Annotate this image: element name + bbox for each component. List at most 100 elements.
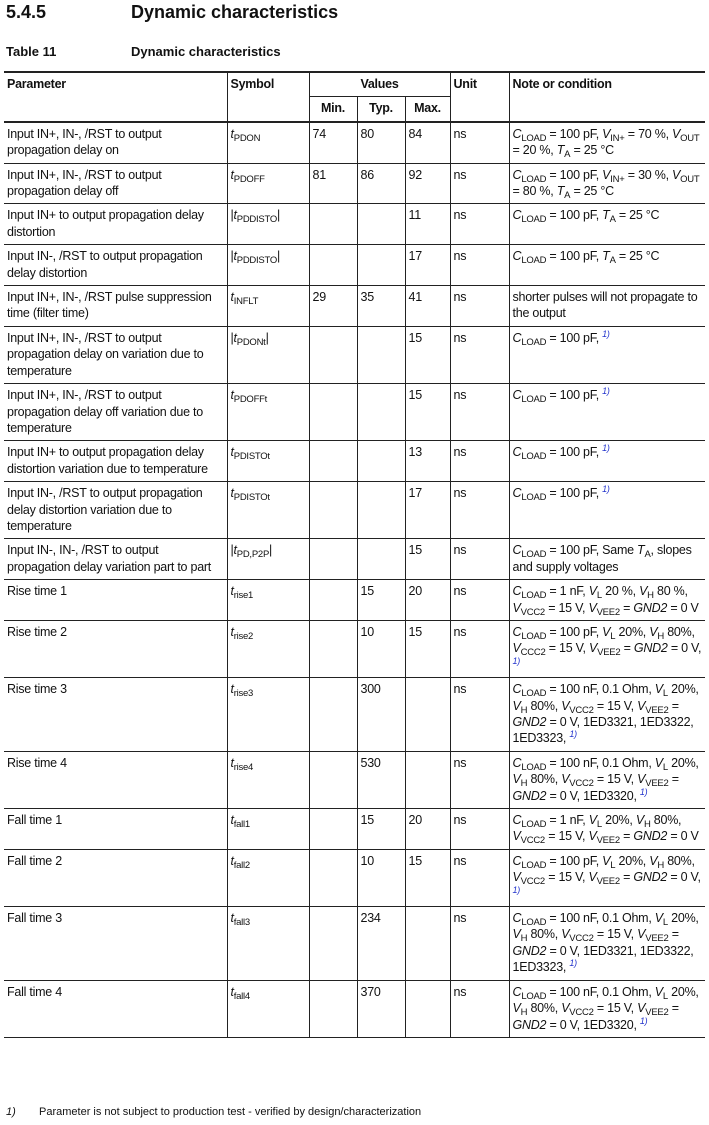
table-row: Input IN+, IN-, /RST to output propagati…	[4, 325, 705, 385]
footnote-ref[interactable]: 1)	[569, 729, 577, 740]
footnote-ref[interactable]: 1)	[639, 1015, 648, 1026]
text-segment: H	[657, 630, 664, 642]
symbol-cell: trise4	[226, 750, 310, 810]
text-segment: = 30 %,	[624, 167, 673, 182]
text-segment: 20%,	[601, 813, 636, 828]
text-segment: 80%,	[527, 1001, 562, 1016]
text-segment: V	[512, 1001, 521, 1016]
text-segment: L	[610, 630, 616, 642]
text-segment: LOAD	[521, 394, 547, 406]
text-segment: L	[662, 761, 668, 773]
text-segment: A	[644, 549, 651, 561]
parameter-cell: Fall time 3	[4, 906, 228, 981]
min-cell	[308, 244, 358, 287]
text-segment: C	[512, 682, 522, 697]
footnote-ref[interactable]: 1)	[602, 328, 610, 339]
footnote-ref[interactable]: 1)	[602, 443, 610, 454]
max-cell: 17	[404, 244, 451, 287]
min-cell	[308, 808, 358, 850]
text-segment: V	[649, 624, 658, 639]
text-segment: LOAD	[521, 630, 547, 642]
typ-cell	[356, 538, 406, 581]
text-segment: V	[637, 927, 646, 942]
text-segment: PDISTOt	[233, 492, 270, 504]
footnote-ref[interactable]: 1)	[602, 484, 610, 495]
text-segment: shorter pulses will not propagate to the…	[512, 290, 698, 321]
text-segment: A	[564, 190, 571, 202]
table-row: Input IN-, /RST to output propagation de…	[4, 481, 705, 540]
footnote-ref[interactable]: 1)	[512, 884, 521, 895]
text-segment: C	[512, 486, 522, 501]
table-row: Input IN+ to output propagation delay di…	[4, 203, 705, 246]
text-segment: 20%,	[667, 682, 699, 697]
text-segment: fall4	[233, 990, 250, 1002]
table-row: Input IN+, IN-, /RST to output propagati…	[4, 383, 705, 442]
unit-cell: ns	[449, 383, 510, 442]
text-segment: |	[230, 543, 234, 558]
text-segment: PDOFFt	[233, 394, 268, 406]
footnote-ref[interactable]: 1)	[602, 386, 610, 397]
text-segment: = 1 nF,	[546, 584, 589, 599]
text-segment: L	[596, 590, 602, 602]
text-segment: = 100 pF,	[546, 388, 603, 403]
text-segment: INFLT	[233, 296, 259, 308]
typ-cell: 10	[356, 619, 406, 679]
text-segment: = 70 %,	[624, 126, 673, 141]
text-segment: C	[512, 167, 522, 182]
min-cell	[308, 538, 358, 581]
text-segment: = 100 pF,	[546, 249, 603, 264]
text-segment: VCC2	[569, 704, 594, 716]
text-segment: C	[512, 330, 522, 345]
text-segment: C	[512, 755, 522, 770]
table-row: Input IN-, IN-, /RST to output propagati…	[4, 538, 705, 581]
text-segment: H	[520, 704, 528, 716]
header-parameter: Parameter	[4, 71, 228, 123]
typ-cell: 35	[356, 285, 406, 327]
text-segment: V	[602, 624, 611, 639]
text-segment: t	[230, 126, 235, 141]
text-segment: =	[668, 772, 679, 787]
text-segment: T	[556, 143, 565, 158]
min-cell: 74	[308, 120, 358, 164]
header-max: Max.	[404, 96, 451, 123]
text-segment: V	[561, 1001, 570, 1016]
text-segment: |	[265, 330, 269, 345]
min-cell	[308, 579, 358, 621]
footnote-ref[interactable]: 1)	[512, 655, 521, 666]
max-cell: 20	[404, 808, 451, 850]
text-segment: =	[668, 927, 679, 942]
note-cell: CLOAD = 100 pF, VIN+ = 70 %, VOUT = 20 %…	[508, 120, 705, 164]
text-segment: LOAD	[521, 214, 547, 226]
footnote-ref[interactable]: 1)	[569, 958, 577, 969]
text-segment: = 0 V	[667, 829, 699, 844]
text-segment: |	[269, 543, 273, 558]
min-cell: 81	[308, 162, 358, 205]
typ-cell: 370	[356, 979, 406, 1038]
typ-cell: 300	[356, 677, 406, 752]
max-cell: 15	[404, 538, 451, 581]
symbol-cell: tfall3	[226, 906, 310, 981]
text-segment: LOAD	[521, 761, 547, 773]
text-segment: = 0 V, 1ED3320,	[546, 1017, 640, 1032]
text-segment: V	[512, 829, 521, 844]
symbol-cell: |tPDDISTO|	[226, 203, 310, 246]
text-segment: V	[637, 772, 646, 787]
min-cell	[308, 383, 358, 442]
parameter-cell: Input IN-, /RST to output propagation de…	[4, 244, 228, 287]
text-segment: H	[520, 933, 528, 945]
text-segment: T	[602, 208, 610, 223]
text-segment: C	[512, 126, 522, 141]
text-segment: IN+	[610, 173, 625, 185]
text-segment: V	[512, 641, 521, 656]
symbol-cell: tfall4	[226, 979, 310, 1038]
text-segment: 20%,	[667, 984, 699, 999]
symbol-cell: tINFLT	[226, 285, 310, 327]
text-segment: t	[230, 624, 235, 639]
typ-cell: 234	[356, 906, 406, 981]
text-segment: PDON	[233, 132, 261, 144]
footnote-ref[interactable]: 1)	[639, 786, 648, 797]
text-segment: V	[512, 600, 521, 615]
note-cell: CLOAD = 1 nF, VL 20%, VH 80%, VVCC2 = 15…	[508, 808, 705, 850]
note-cell: CLOAD = 100 nF, 0.1 Ohm, VL 20%, VH 80%,…	[508, 677, 705, 752]
section-heading: 5.4.5 Dynamic characteristics	[6, 2, 338, 23]
